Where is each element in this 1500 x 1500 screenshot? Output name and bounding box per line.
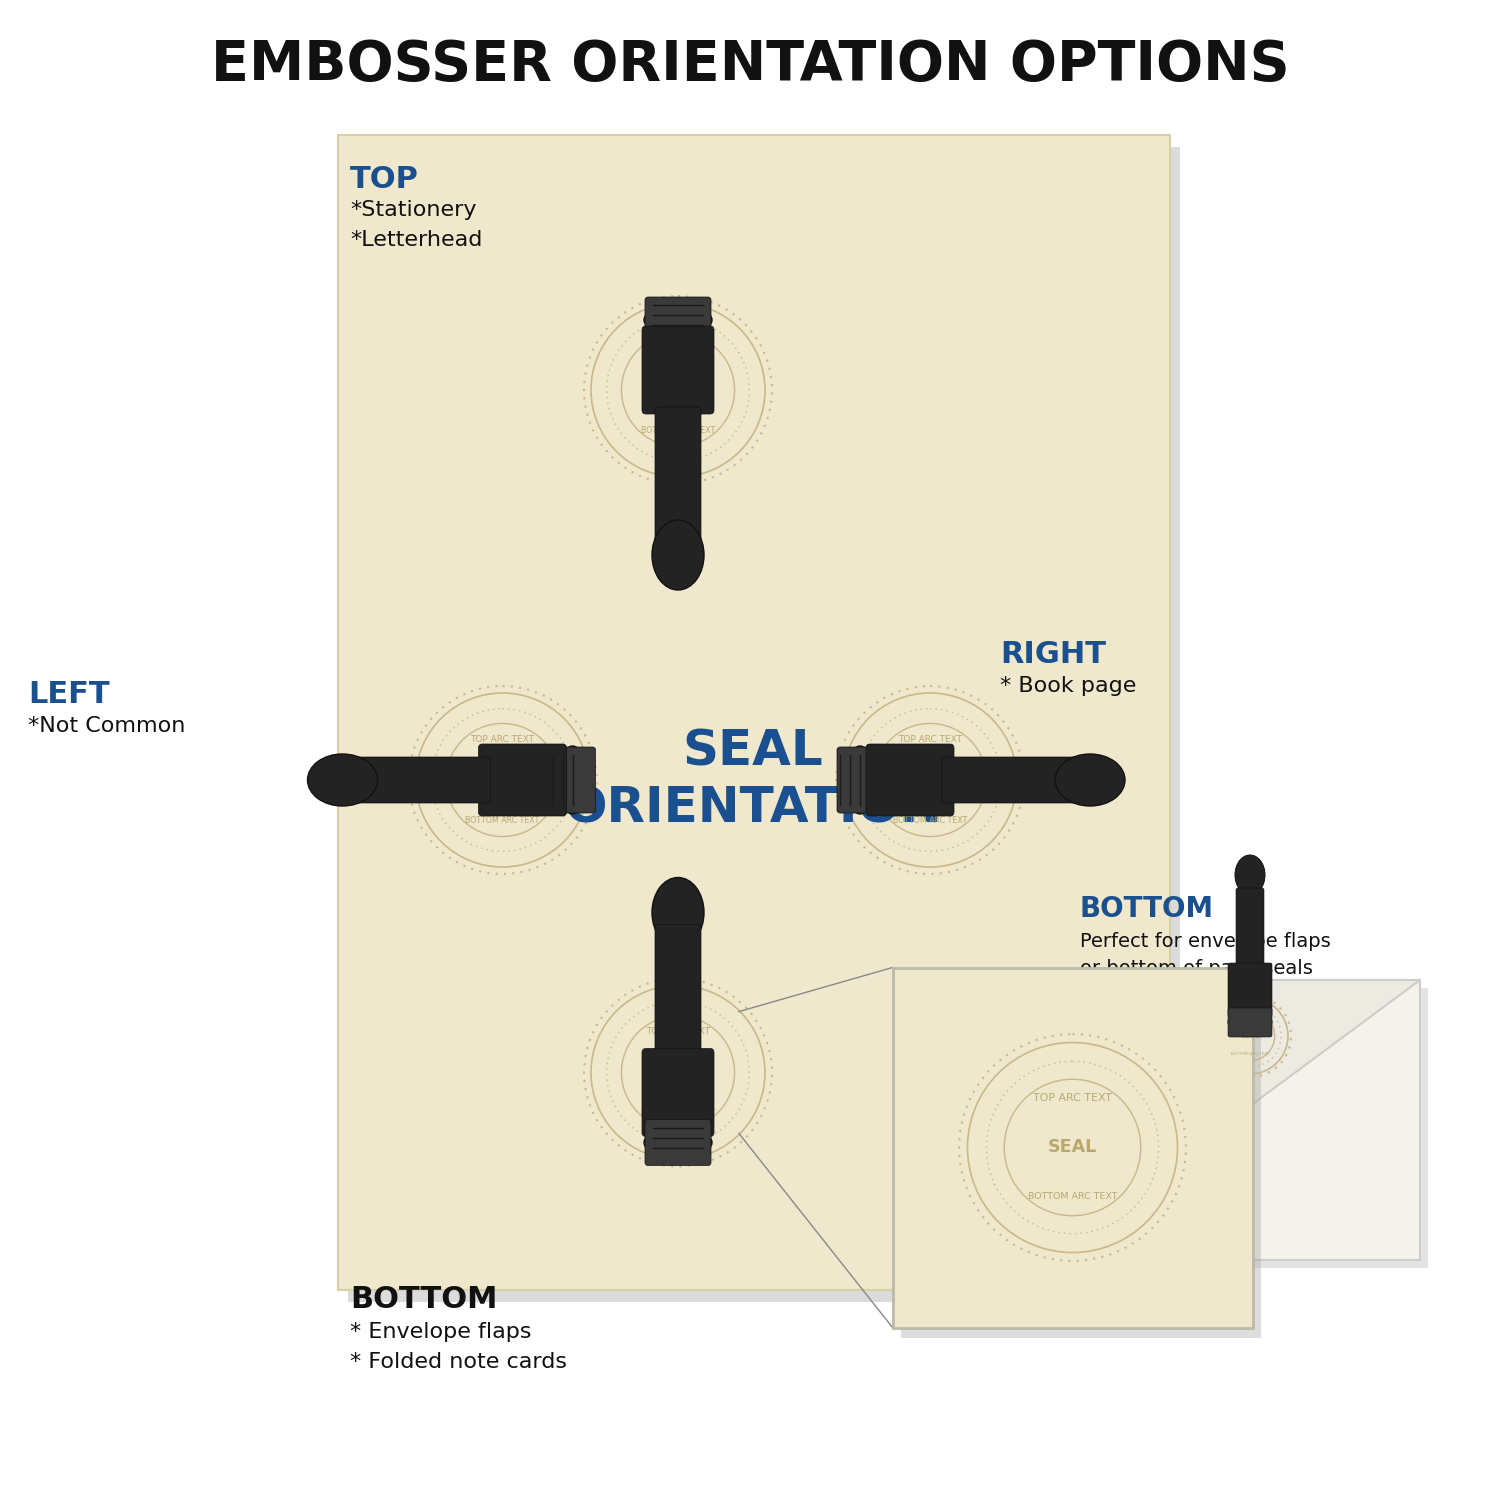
Text: BOTTOM ARC TEXT: BOTTOM ARC TEXT — [1028, 1192, 1118, 1202]
FancyBboxPatch shape — [942, 758, 1078, 802]
Bar — [1088, 988, 1428, 1268]
Polygon shape — [1080, 980, 1420, 1106]
Text: BOTTOM ARC TEXT: BOTTOM ARC TEXT — [892, 816, 968, 825]
FancyBboxPatch shape — [865, 744, 954, 816]
Ellipse shape — [644, 304, 712, 334]
Ellipse shape — [1228, 1011, 1272, 1034]
Text: BOTTOM ARC TEXT: BOTTOM ARC TEXT — [465, 816, 540, 825]
Text: SEAL: SEAL — [657, 382, 699, 398]
FancyBboxPatch shape — [478, 744, 567, 816]
Ellipse shape — [308, 754, 378, 806]
FancyBboxPatch shape — [1228, 1008, 1272, 1036]
Text: SEAL: SEAL — [657, 1065, 699, 1080]
Bar — [900, 978, 1260, 1338]
Text: *Not Common: *Not Common — [28, 716, 186, 736]
FancyBboxPatch shape — [837, 747, 888, 813]
Text: BOTTOM: BOTTOM — [350, 1286, 498, 1314]
FancyBboxPatch shape — [1228, 963, 1272, 1017]
Text: SEAL: SEAL — [1240, 1034, 1260, 1040]
FancyBboxPatch shape — [354, 758, 490, 802]
Text: TOP ARC TEXT: TOP ARC TEXT — [1230, 1016, 1269, 1020]
Text: BOTTOM ARC TEXT: BOTTOM ARC TEXT — [640, 1108, 716, 1118]
Ellipse shape — [844, 746, 874, 814]
Text: TOP ARC TEXT: TOP ARC TEXT — [646, 1028, 710, 1036]
Ellipse shape — [1054, 754, 1125, 806]
Ellipse shape — [652, 878, 704, 948]
Text: LEFT: LEFT — [28, 680, 109, 710]
FancyBboxPatch shape — [645, 1119, 711, 1166]
Text: EMBOSSER ORIENTATION OPTIONS: EMBOSSER ORIENTATION OPTIONS — [210, 38, 1290, 92]
Text: SEAL
ORIENTATION: SEAL ORIENTATION — [564, 728, 942, 833]
Text: TOP ARC TEXT: TOP ARC TEXT — [898, 735, 962, 744]
Text: TOP ARC TEXT: TOP ARC TEXT — [1034, 1094, 1112, 1102]
Text: SEAL: SEAL — [909, 772, 951, 788]
Ellipse shape — [558, 746, 588, 814]
Text: RIGHT: RIGHT — [1000, 640, 1106, 669]
Bar — [892, 968, 1252, 1328]
Text: SEAL: SEAL — [482, 772, 524, 788]
FancyBboxPatch shape — [645, 297, 711, 348]
Text: * Envelope flaps
* Folded note cards: * Envelope flaps * Folded note cards — [350, 1322, 567, 1371]
Text: TOP ARC TEXT: TOP ARC TEXT — [646, 345, 710, 354]
FancyBboxPatch shape — [1236, 888, 1264, 972]
FancyBboxPatch shape — [642, 1048, 714, 1137]
Text: Perfect for envelope flaps
or bottom of page seals: Perfect for envelope flaps or bottom of … — [1080, 932, 1330, 978]
Text: BOTTOM: BOTTOM — [1080, 896, 1214, 922]
Bar — [1080, 980, 1420, 1260]
FancyBboxPatch shape — [656, 406, 700, 543]
Text: *Stationery
*Letterhead: *Stationery *Letterhead — [350, 200, 483, 249]
Bar — [348, 147, 1180, 1302]
FancyBboxPatch shape — [642, 326, 714, 414]
FancyBboxPatch shape — [656, 924, 700, 1060]
Ellipse shape — [652, 520, 704, 590]
Bar — [338, 135, 1170, 1290]
Text: TOP: TOP — [350, 165, 418, 194]
Text: BOTTOM ARC TEXT: BOTTOM ARC TEXT — [640, 426, 716, 435]
Text: * Book page: * Book page — [1000, 676, 1137, 696]
FancyBboxPatch shape — [544, 747, 596, 813]
Ellipse shape — [644, 1128, 712, 1158]
Ellipse shape — [1234, 855, 1264, 895]
Text: TOP ARC TEXT: TOP ARC TEXT — [471, 735, 534, 744]
Text: BOTTOM ARC TEXT: BOTTOM ARC TEXT — [1230, 1052, 1269, 1056]
Text: SEAL: SEAL — [1048, 1138, 1096, 1156]
